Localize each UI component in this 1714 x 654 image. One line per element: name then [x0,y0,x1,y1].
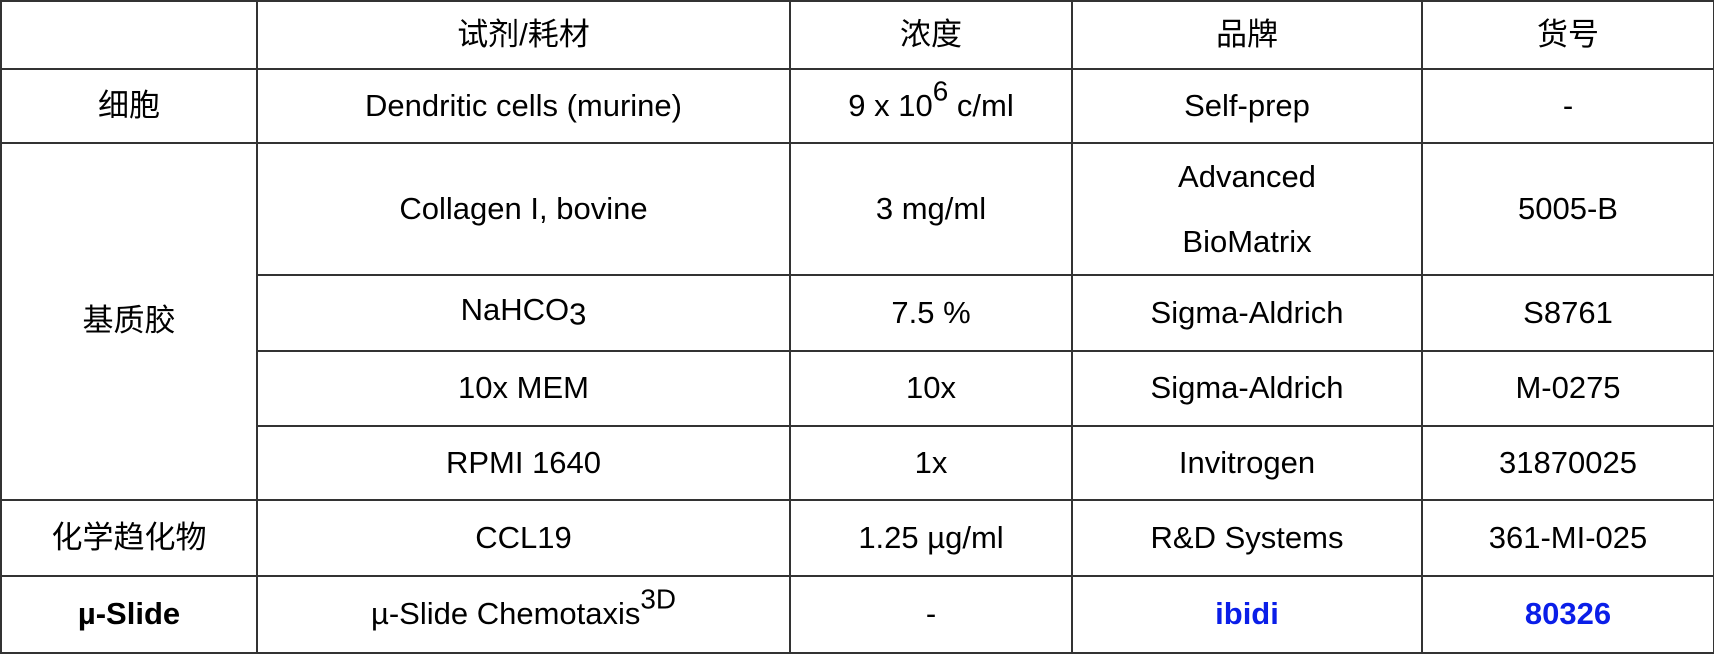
catalog-link[interactable]: 80326 [1421,575,1714,654]
brand-link[interactable]: ibidi [1071,575,1423,654]
catalog-cell: M-0275 [1421,350,1714,428]
catalog-cell: 31870025 [1421,425,1714,502]
brand-cell: Advanced BioMatrix [1071,141,1423,277]
header-row: 试剂/耗材 浓度 品牌 货号 [0,0,1714,70]
brand-cell: Invitrogen [1071,425,1423,502]
brand-line: BioMatrix [1182,224,1312,260]
brand-cell: R&D Systems [1071,499,1423,578]
conc-base: 9 x 10 [848,87,933,123]
reagent-cell: Collagen I, bovine [256,141,791,277]
category-cell: 细胞 [0,68,258,144]
catalog-cell: 361-MI-025 [1421,499,1714,578]
concentration-cell: - [789,575,1073,654]
concentration-cell: 7.5 % [789,274,1073,353]
reagent-superscript: 3D [640,583,677,615]
reagent-cell: µ-Slide Chemotaxis3D [256,575,791,654]
header-brand: 品牌 [1071,0,1423,70]
conc-exponent: 6 [932,75,949,107]
concentration-cell: 9 x 106 c/ml [789,68,1073,144]
brand-cell: Sigma-Aldrich [1071,350,1423,428]
header-cell [0,0,258,70]
table-row: NaHCO3 7.5 % Sigma-Aldrich S8761 [1,274,1714,353]
category-cell: 化学趋化物 [0,499,258,578]
table-row: µ-Slide µ-Slide Chemotaxis3D - ibidi 803… [0,575,1714,654]
concentration-cell: 1x [789,425,1073,502]
table-row: 细胞 Dendritic cells (murine) 9 x 106 c/ml… [0,68,1714,144]
reagent-cell: NaHCO3 [256,274,791,353]
category-cell: 基质胶 [0,141,258,502]
catalog-cell: 5005-B [1421,141,1714,277]
concentration-cell: 1.25 µg/ml [789,499,1073,578]
table-row: 10x MEM 10x Sigma-Aldrich M-0275 [1,350,1714,428]
catalog-cell: - [1421,68,1714,144]
concentration-cell: 3 mg/ml [789,141,1073,277]
catalog-cell: S8761 [1421,274,1714,353]
reagent-cell: 10x MEM [256,350,791,428]
conc-unit: c/ml [948,87,1014,123]
category-cell: µ-Slide [0,575,258,654]
concentration-cell: 10x [789,350,1073,428]
reagent-cell: Dendritic cells (murine) [256,68,791,144]
table-row: 化学趋化物 CCL19 1.25 µg/ml R&D Systems 361-M… [0,499,1714,578]
reagent-base: µ-Slide Chemotaxis [370,596,641,632]
header-concentration: 浓度 [789,0,1073,70]
brand-cell: Sigma-Aldrich [1071,274,1423,353]
reagent-subscript: 3 [569,297,587,333]
table-row: RPMI 1640 1x Invitrogen 31870025 [1,425,1714,502]
brand-cell: Self-prep [1071,68,1423,144]
reagent-cell: RPMI 1640 [256,425,791,502]
table-row: 基质胶 Collagen I, bovine 3 mg/ml Advanced B… [0,141,1714,502]
header-catalog: 货号 [1421,0,1714,70]
reagent-base: NaHCO [460,292,570,328]
header-reagent: 试剂/耗材 [256,0,791,70]
brand-line: Advanced [1178,159,1316,194]
reagent-cell: CCL19 [256,499,791,578]
